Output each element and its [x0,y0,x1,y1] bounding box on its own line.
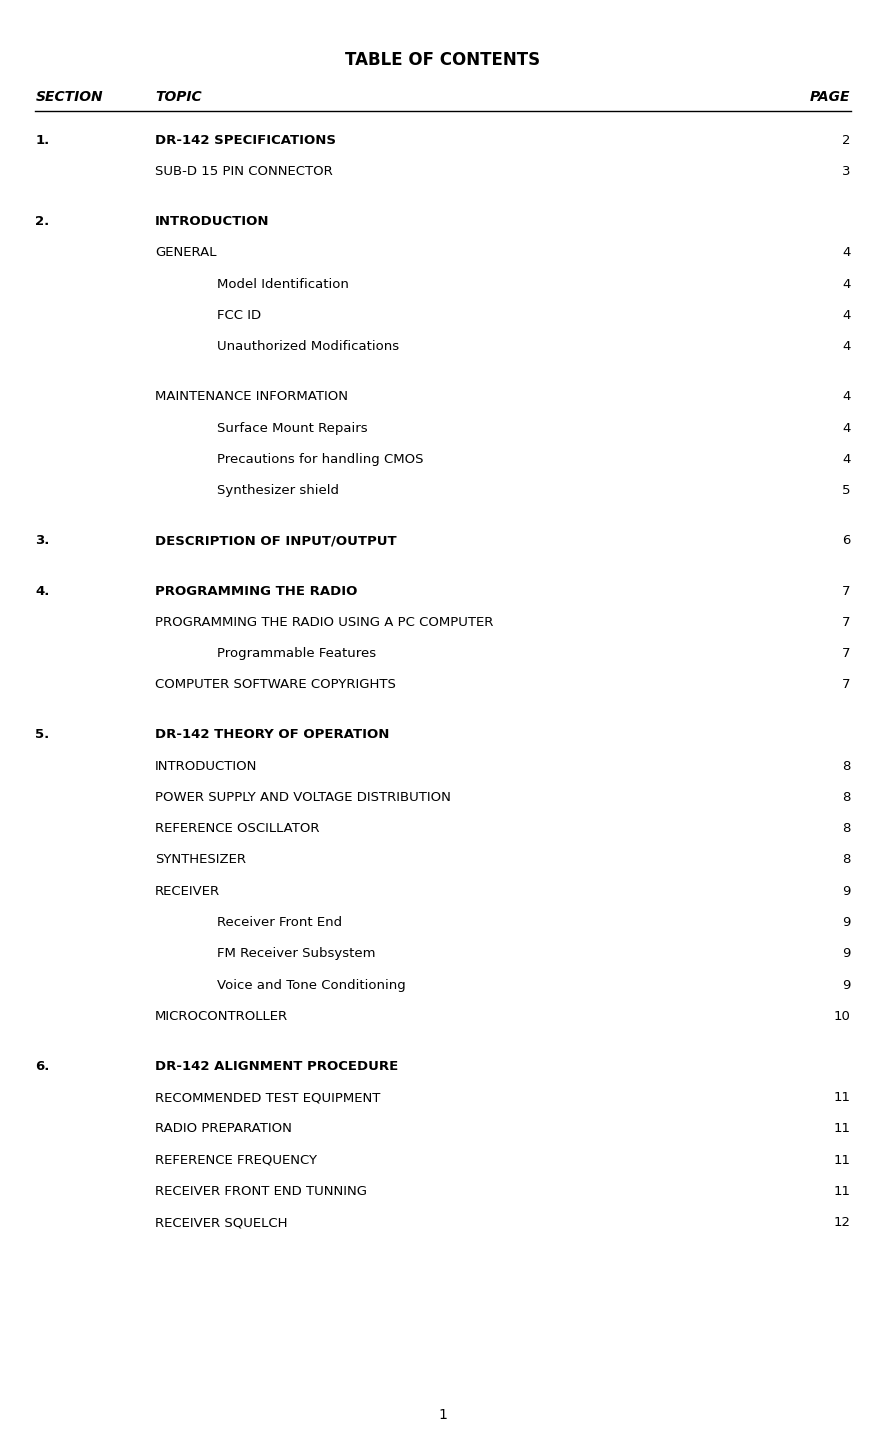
Text: 5: 5 [842,484,851,497]
Text: Unauthorized Modifications: Unauthorized Modifications [217,340,400,353]
Text: 11: 11 [834,1122,851,1136]
Text: DR-142 ALIGNMENT PROCEDURE: DR-142 ALIGNMENT PROCEDURE [155,1060,399,1073]
Text: MAINTENANCE INFORMATION: MAINTENANCE INFORMATION [155,390,348,403]
Text: SECTION: SECTION [35,90,103,105]
Text: COMPUTER SOFTWARE COPYRIGHTS: COMPUTER SOFTWARE COPYRIGHTS [155,678,396,691]
Text: REFERENCE FREQUENCY: REFERENCE FREQUENCY [155,1153,317,1166]
Text: 8: 8 [843,853,851,867]
Text: 2.: 2. [35,215,50,228]
Text: 9: 9 [843,947,851,960]
Text: Receiver Front End: Receiver Front End [217,916,342,929]
Text: 10: 10 [834,1009,851,1022]
Text: GENERAL: GENERAL [155,246,216,259]
Text: RECEIVER: RECEIVER [155,884,221,897]
Text: 8: 8 [843,791,851,804]
Text: 1.: 1. [35,134,50,147]
Text: POWER SUPPLY AND VOLTAGE DISTRIBUTION: POWER SUPPLY AND VOLTAGE DISTRIBUTION [155,791,451,804]
Text: 4: 4 [843,246,851,259]
Text: Precautions for handling CMOS: Precautions for handling CMOS [217,452,424,465]
Text: 9: 9 [843,979,851,992]
Text: PROGRAMMING THE RADIO USING A PC COMPUTER: PROGRAMMING THE RADIO USING A PC COMPUTE… [155,615,494,628]
Text: RECEIVER FRONT END TUNNING: RECEIVER FRONT END TUNNING [155,1185,367,1198]
Text: DR-142 SPECIFICATIONS: DR-142 SPECIFICATIONS [155,134,336,147]
Text: 11: 11 [834,1090,851,1104]
Text: TABLE OF CONTENTS: TABLE OF CONTENTS [346,51,540,68]
Text: 11: 11 [834,1185,851,1198]
Text: 2: 2 [842,134,851,147]
Text: RECOMMENDED TEST EQUIPMENT: RECOMMENDED TEST EQUIPMENT [155,1090,380,1104]
Text: 6: 6 [843,534,851,547]
Text: PAGE: PAGE [810,90,851,105]
Text: 5.: 5. [35,728,50,742]
Text: FCC ID: FCC ID [217,308,261,321]
Text: FM Receiver Subsystem: FM Receiver Subsystem [217,947,376,960]
Text: TOPIC: TOPIC [155,90,202,105]
Text: INTRODUCTION: INTRODUCTION [155,759,258,772]
Text: RADIO PREPARATION: RADIO PREPARATION [155,1122,291,1136]
Text: 4: 4 [843,278,851,291]
Text: MICROCONTROLLER: MICROCONTROLLER [155,1009,288,1022]
Text: 9: 9 [843,916,851,929]
Text: 4: 4 [843,308,851,321]
Text: 4: 4 [843,422,851,435]
Text: Model Identification: Model Identification [217,278,349,291]
Text: 7: 7 [842,585,851,598]
Text: 4: 4 [843,340,851,353]
Text: PROGRAMMING THE RADIO: PROGRAMMING THE RADIO [155,585,357,598]
Text: 8: 8 [843,822,851,835]
Text: SUB-D 15 PIN CONNECTOR: SUB-D 15 PIN CONNECTOR [155,164,333,177]
Text: RECEIVER SQUELCH: RECEIVER SQUELCH [155,1216,288,1229]
Text: 6.: 6. [35,1060,50,1073]
Text: 4.: 4. [35,585,50,598]
Text: 9: 9 [843,884,851,897]
Text: 3: 3 [842,164,851,177]
Text: 7: 7 [842,615,851,628]
Text: 3.: 3. [35,534,50,547]
Text: 8: 8 [843,759,851,772]
Text: Voice and Tone Conditioning: Voice and Tone Conditioning [217,979,406,992]
Text: 4: 4 [843,390,851,403]
Text: 7: 7 [842,678,851,691]
Text: 4: 4 [843,452,851,465]
Text: Surface Mount Repairs: Surface Mount Repairs [217,422,368,435]
Text: 12: 12 [834,1216,851,1229]
Text: REFERENCE OSCILLATOR: REFERENCE OSCILLATOR [155,822,320,835]
Text: SYNTHESIZER: SYNTHESIZER [155,853,246,867]
Text: DR-142 THEORY OF OPERATION: DR-142 THEORY OF OPERATION [155,728,390,742]
Text: 1: 1 [439,1407,447,1422]
Text: Programmable Features: Programmable Features [217,647,377,660]
Text: Synthesizer shield: Synthesizer shield [217,484,339,497]
Text: INTRODUCTION: INTRODUCTION [155,215,269,228]
Text: 11: 11 [834,1153,851,1166]
Text: 7: 7 [842,647,851,660]
Text: DESCRIPTION OF INPUT/OUTPUT: DESCRIPTION OF INPUT/OUTPUT [155,534,397,547]
